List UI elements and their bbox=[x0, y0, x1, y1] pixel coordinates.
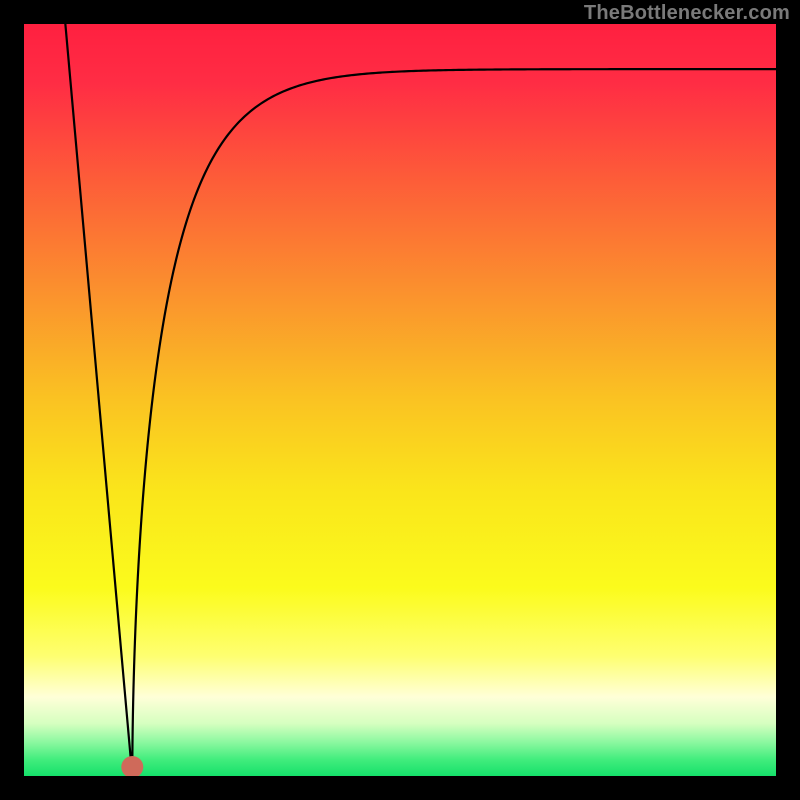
plot-area bbox=[24, 24, 776, 776]
plot-background bbox=[24, 24, 776, 776]
chart-frame bbox=[24, 24, 776, 776]
plot-svg bbox=[24, 24, 776, 776]
watermark-text: TheBottlenecker.com bbox=[584, 2, 790, 25]
